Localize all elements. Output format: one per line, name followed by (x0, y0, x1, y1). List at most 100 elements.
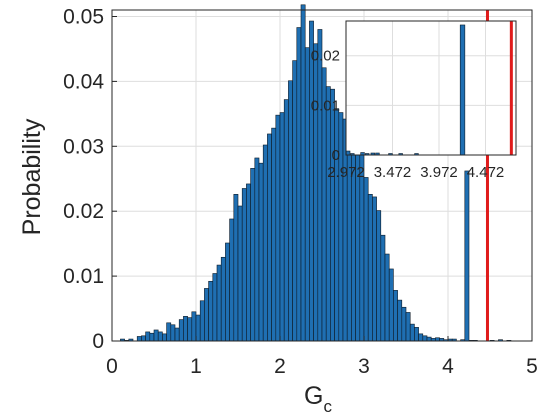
histogram-bar (187, 317, 193, 342)
histogram-bar (397, 299, 403, 342)
inset-x-tick-label: 3.972 (420, 164, 458, 181)
main-y-tick-label: 0 (92, 330, 104, 353)
histogram-bar (426, 336, 432, 342)
inset-x-tick-label: 4.472 (467, 164, 505, 181)
histogram-bar (388, 268, 394, 342)
inset-bars (345, 24, 466, 156)
histogram-bar (363, 177, 369, 342)
histogram-bar (292, 60, 298, 342)
inset-x-tick-labels: 2.972 3.472 3.972 4.472 (327, 164, 504, 181)
histogram-bar (166, 322, 172, 342)
inset-chart: 2.972 3.472 3.972 4.472 0 0.01 0.02 (311, 20, 517, 181)
histogram-bar (149, 332, 155, 342)
histogram-bar (225, 242, 230, 342)
histogram-bar (283, 99, 289, 342)
histogram-bar (262, 144, 268, 342)
histogram-bar (380, 234, 386, 342)
inset-x-tick-label: 2.972 (327, 164, 365, 181)
histogram-bar (401, 306, 407, 342)
inset-plot-frame (345, 20, 517, 156)
histogram-bar (220, 256, 226, 342)
histogram-bar (355, 125, 361, 342)
histogram-bar (325, 86, 331, 342)
main-y-tick-label: 0.01 (63, 265, 104, 288)
histogram-bar (309, 20, 314, 342)
x-axis-title: Gc (304, 382, 332, 416)
x-axis-title-main: G (304, 382, 323, 410)
histogram-bar (237, 205, 243, 342)
histogram-bar (157, 331, 163, 342)
histogram-bar (376, 210, 382, 342)
y-axis-title: Probability (18, 118, 46, 235)
histogram-bar (275, 114, 281, 342)
main-x-tick-label: 4 (442, 355, 454, 378)
histogram-bar (330, 88, 335, 342)
histogram-bar (174, 327, 180, 342)
histogram-bar (250, 168, 256, 342)
main-x-tick-label: 5 (526, 355, 538, 378)
histogram-spike-bar (464, 170, 470, 342)
histogram-bar (141, 335, 146, 342)
histogram-bar (145, 331, 151, 342)
main-x-tick-labels: 0 1 2 3 4 5 (106, 336, 538, 378)
histogram-bar (216, 264, 222, 342)
main-y-tick-labels: 0 0.01 0.02 0.03 0.04 0.05 (63, 5, 117, 353)
main-x-tick-label: 1 (190, 355, 202, 378)
main-bars (120, 4, 512, 342)
histogram-bar (334, 108, 340, 342)
histogram-bar (414, 327, 419, 342)
histogram-bar (317, 29, 323, 342)
histogram-bar (191, 311, 197, 342)
histogram-bar (241, 188, 247, 342)
histogram-bar (313, 43, 319, 342)
histogram-bar (288, 80, 293, 342)
histogram-bar (271, 127, 277, 342)
main-x-tick-label: 3 (358, 355, 370, 378)
x-axis-title-subscript: c (323, 397, 332, 416)
main-y-tick-label: 0.05 (63, 5, 104, 28)
main-x-tick-label: 2 (274, 355, 286, 378)
histogram-bar (254, 157, 260, 342)
histogram-bar (195, 314, 201, 342)
histogram-bar (422, 335, 428, 342)
histogram-bar (183, 316, 188, 342)
histogram-bar (162, 333, 167, 342)
histogram-bar (409, 323, 415, 342)
inset-y-tick-label: 0 (332, 147, 340, 164)
histogram-bar (384, 253, 390, 342)
inset-background (346, 21, 516, 155)
histogram-bar (300, 4, 306, 342)
main-plot-frame (111, 9, 533, 342)
histogram-bar (367, 194, 373, 342)
histogram-bar (208, 280, 214, 342)
histogram-bar (393, 290, 398, 342)
histogram-bar (212, 273, 218, 342)
inset-y-tick-labels: 0 0.01 0.02 (311, 48, 340, 164)
main-y-tick-label: 0.04 (63, 70, 104, 93)
histogram-bar (233, 194, 239, 342)
histogram-bar (199, 300, 205, 342)
histogram-bar (258, 162, 264, 342)
inset-bar (459, 24, 466, 156)
inset-y-tick-label: 0.02 (311, 48, 340, 65)
histogram-bar (372, 196, 377, 342)
histogram-bar (405, 312, 411, 342)
main-y-tick-label: 0.02 (63, 200, 104, 223)
histogram-bar (304, 47, 310, 342)
inset-x-tick-label: 3.472 (374, 164, 412, 181)
histogram-bar (296, 27, 302, 342)
histogram-bar (178, 319, 184, 342)
main-y-tick-label: 0.03 (63, 135, 104, 158)
histogram-bar (153, 329, 159, 342)
histogram-bar (136, 336, 142, 342)
histogram-bar (170, 324, 176, 342)
main-x-tick-label: 0 (106, 355, 118, 378)
histogram-bar (229, 218, 235, 342)
histogram-bar (418, 333, 424, 342)
histogram-bar (204, 288, 209, 342)
inset-y-tick-label: 0.01 (311, 97, 340, 114)
inset-bar (345, 150, 351, 156)
histogram-bar (267, 133, 272, 342)
histogram-bar (246, 183, 251, 342)
